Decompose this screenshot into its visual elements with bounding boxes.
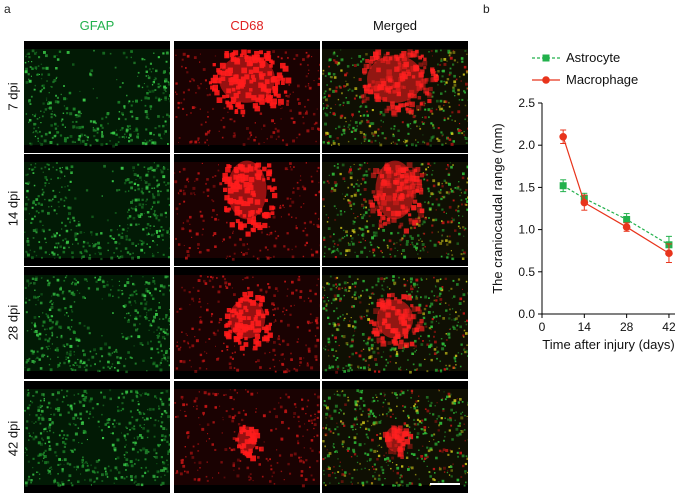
- legend-marker: [542, 54, 550, 62]
- data-point-macrophage: [665, 249, 673, 258]
- column-header-cd68: CD68: [230, 18, 264, 33]
- y-tick-label: 0.5: [518, 265, 535, 279]
- y-tick-label: 2.5: [518, 96, 535, 110]
- y-axis-label: The craniocaudal range (mm): [490, 123, 505, 294]
- x-tick-label: 42: [662, 320, 676, 334]
- micrograph-tile: [322, 381, 468, 493]
- legend-label-macrophage: Macrophage: [566, 72, 638, 87]
- data-point-macrophage: [580, 198, 589, 207]
- row-label-14dpi: 14 dpi: [5, 190, 21, 227]
- column-header-merged: Merged: [372, 18, 418, 33]
- line-chart: 0.0 0.5 1.0 1.5 2.0 2.5 0 14 28 42 Time after inju…: [490, 50, 676, 352]
- column-header-gfap: GFAP: [79, 18, 115, 33]
- data-point-astrocyte: [623, 215, 631, 223]
- micrograph-tile: [322, 267, 468, 379]
- micrograph-tile: [322, 41, 468, 153]
- legend-marker: [542, 76, 550, 84]
- panel-a-letter: a: [4, 2, 11, 16]
- micrograph-tile: [174, 381, 320, 493]
- micrograph-tile: [24, 41, 170, 153]
- micrograph-tile: [174, 154, 320, 266]
- y-tick-label: 2.0: [518, 138, 535, 152]
- micrograph-tile: [24, 267, 170, 379]
- scale-bar: [430, 483, 460, 485]
- series-line-macrophage: [562, 136, 670, 254]
- panel-b-letter: b: [483, 2, 490, 16]
- row-label-7dpi: 7 dpi: [5, 82, 21, 111]
- data-point-astrocyte: [559, 182, 567, 190]
- micrograph-tile: [322, 154, 468, 266]
- series-line-astrocyte: [562, 185, 670, 246]
- x-tick-label: 28: [620, 320, 634, 334]
- y-tick-label: 0.0: [518, 307, 535, 321]
- x-axis-label: Time after injury (days): [542, 337, 674, 352]
- row-label-28dpi: 28 dpi: [5, 304, 21, 341]
- data-point-macrophage: [559, 132, 567, 141]
- y-tick-label: 1.5: [518, 180, 535, 194]
- row-label-42dpi: 42 dpi: [5, 420, 21, 457]
- x-tick-label: 14: [578, 320, 592, 334]
- micrograph-tile: [174, 267, 320, 379]
- micrograph-tile: [24, 154, 170, 266]
- legend-label-astrocyte: Astrocyte: [566, 50, 620, 65]
- y-tick-label: 1.0: [518, 223, 535, 237]
- micrograph-tile: [24, 381, 170, 493]
- data-point-macrophage: [622, 223, 631, 231]
- x-tick-label: 0: [539, 320, 546, 334]
- micrograph-tile: [174, 41, 320, 153]
